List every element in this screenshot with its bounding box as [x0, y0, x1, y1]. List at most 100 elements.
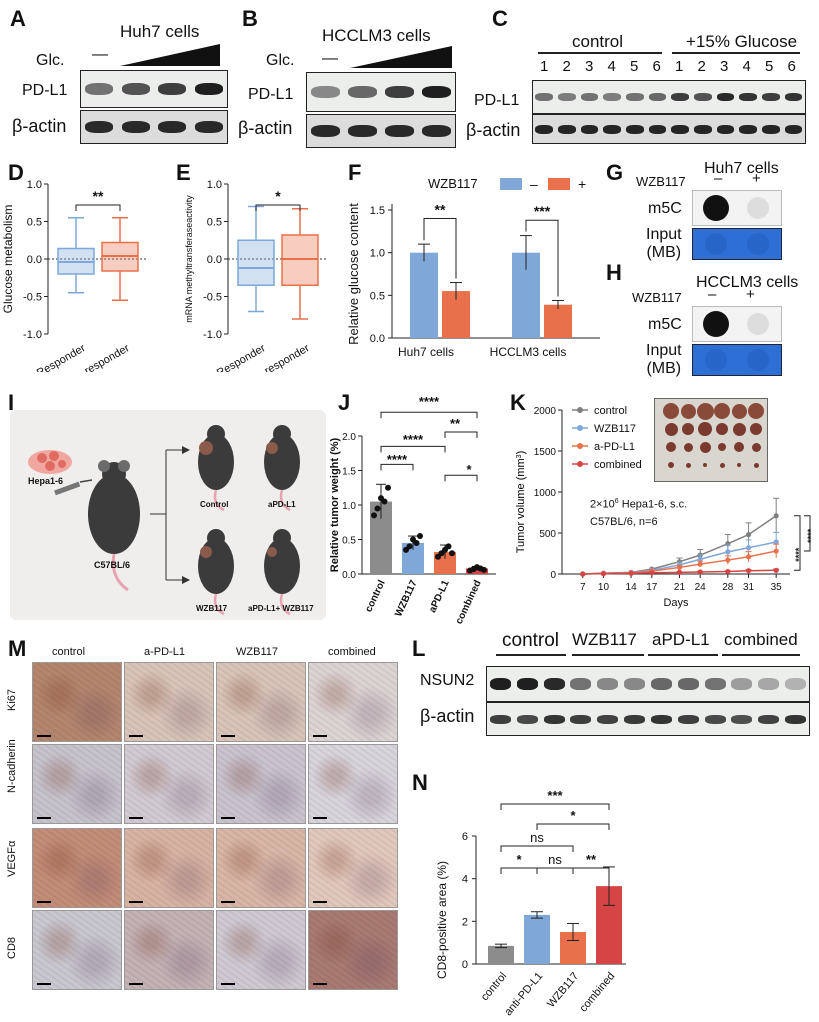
blot-band [580, 93, 599, 101]
panel-a-actin-blot [80, 110, 228, 144]
y-tick-label: 2.0 [342, 432, 356, 443]
data-point [676, 569, 683, 575]
sig-label: * [570, 808, 576, 823]
mouse-wzb117-icon [198, 529, 234, 616]
x-tick-label: control [479, 970, 509, 1003]
blot-band [784, 124, 803, 134]
blot-band [558, 124, 576, 134]
schematic-cell-label: Hepa1-6 [28, 476, 64, 486]
lane-number: 4 [607, 58, 616, 75]
group-underline [496, 654, 566, 656]
data-point [745, 532, 752, 538]
y-axis-label: Relative tumor weight (%) [330, 437, 341, 572]
blot-band [603, 124, 622, 134]
y-tick-label: 6 [462, 831, 468, 843]
blot-band [194, 83, 223, 95]
blot-band [535, 93, 554, 101]
blot-band [694, 93, 712, 101]
ihc-column-label: a-PD-L1 [144, 646, 185, 658]
blot-band [422, 125, 451, 137]
schematic-drawing [28, 425, 300, 616]
tumor-specimen [732, 422, 746, 436]
y-tick-label: 1.5 [342, 467, 356, 478]
scale-bar [129, 735, 143, 737]
x-tick-label: 10 [598, 582, 610, 593]
x-tick-label: anti-PD-L1 [502, 970, 545, 1018]
panel-letter-h: H [606, 260, 622, 285]
panel-a-pdl1-blot [80, 70, 228, 108]
panel-h-row2: Input (MB) [646, 342, 682, 377]
blot-band [739, 93, 758, 101]
scale-bar [313, 735, 327, 737]
y-tick-label: -1.0 [203, 329, 222, 341]
data-point [697, 561, 703, 567]
y-tick-label: 1.0 [370, 248, 385, 260]
x-tick-label: control [363, 578, 387, 614]
tumor-specimen [714, 403, 730, 419]
blot-band [648, 124, 667, 134]
panel-h-plus: + [746, 286, 755, 303]
tumor-specimen [664, 422, 678, 436]
tumor-specimen [668, 462, 674, 468]
blot-band [85, 83, 114, 95]
tumor-specimen [666, 442, 676, 452]
data-point [773, 513, 779, 519]
lane-number: 3 [585, 58, 594, 75]
lane-number: 3 [720, 58, 729, 75]
x-tick-label: 35 [771, 582, 783, 593]
bar [370, 501, 392, 574]
group-underline [722, 654, 800, 656]
lane-number: 2 [562, 58, 571, 75]
blot-band [158, 121, 187, 133]
blot-band [716, 124, 735, 134]
tumor-specimen [696, 402, 714, 420]
panel-b-title: HCCLM3 cells [322, 26, 431, 45]
legend-label: – [530, 176, 538, 192]
y-tick-label: 500 [539, 529, 556, 540]
blot-band [704, 714, 726, 724]
legend-label: WZB117 [594, 423, 636, 435]
y-tick-label: 1500 [534, 447, 557, 458]
ihc-stain-image [124, 744, 214, 824]
scale-bar [129, 901, 143, 903]
mouse-c57-icon [88, 460, 140, 592]
y-tick-label: 1.0 [342, 501, 356, 512]
y-tick-label: 1000 [534, 488, 557, 499]
bar [524, 914, 550, 964]
y-axis-label: mRNA methyltransferaseactivity [184, 195, 194, 323]
blot-band [758, 678, 780, 690]
scale-bar [129, 983, 143, 985]
panel-g-treat: WZB117 [636, 174, 686, 189]
legend-marker [577, 461, 583, 467]
methylene-blue-input [692, 344, 782, 376]
x-tick-label: 21 [674, 582, 686, 593]
legend-marker [577, 425, 583, 431]
data-point [725, 549, 731, 555]
ihc-stain-image [124, 662, 214, 742]
lane-number: 5 [765, 58, 774, 75]
cell-culture-icon [28, 450, 72, 474]
sig-bracket [380, 463, 414, 471]
panel-b-row2-label: β-actin [238, 118, 293, 138]
panel-c-actin-blot [532, 114, 806, 144]
m5c-dot-blot [692, 190, 782, 226]
x-tick-label: HCCLM3 cells [490, 345, 567, 359]
blot-band [650, 678, 672, 690]
panel-k-note2: C57BL/6, n=6 [590, 516, 658, 528]
sig-label: *** [534, 203, 551, 219]
schematic-group-apdl1: aPD-L1 [268, 500, 296, 509]
ihc-stain-image [216, 910, 306, 990]
bar [544, 304, 572, 338]
x-axis-label: Days [663, 597, 689, 609]
dot-strong [703, 311, 729, 337]
tumor-specimen [748, 403, 764, 419]
panel-g-title: Huh7 cells [704, 160, 779, 177]
y-tick-label: 0.0 [207, 254, 222, 266]
x-tick-label: 14 [626, 582, 638, 593]
tumor-specimen [703, 463, 707, 467]
panel-a-title: Huh7 cells [120, 22, 200, 41]
y-tick-label: -0.5 [203, 292, 222, 304]
sig-label: ** [93, 188, 104, 204]
blot-band [535, 124, 554, 134]
